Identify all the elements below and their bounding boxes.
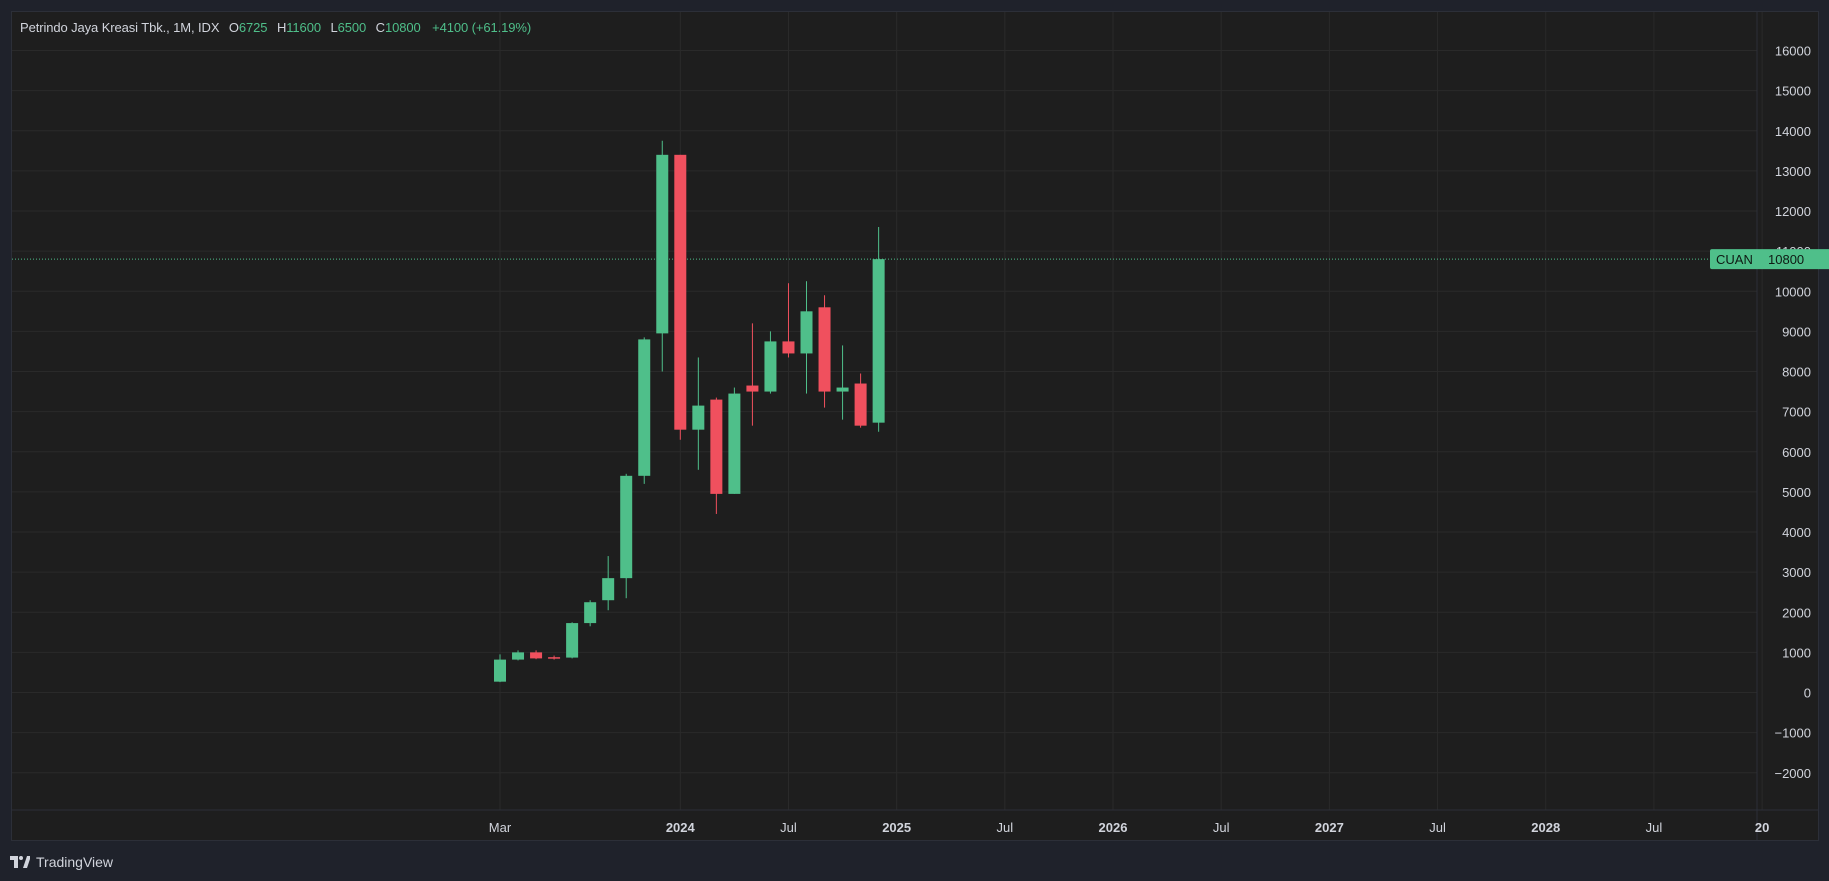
change-value: +4100 (+61.19%) bbox=[432, 20, 532, 35]
tradingview-brand[interactable]: TradingView bbox=[36, 854, 114, 870]
x-tick-label: Jul bbox=[1646, 820, 1663, 835]
candle[interactable] bbox=[584, 600, 597, 627]
low-value: 6500 bbox=[337, 20, 367, 35]
high-label: H bbox=[276, 20, 287, 35]
candle[interactable] bbox=[782, 283, 795, 358]
candle[interactable] bbox=[602, 556, 615, 611]
candle-body bbox=[566, 623, 579, 658]
low-label: L bbox=[330, 20, 338, 35]
candle[interactable] bbox=[764, 331, 777, 394]
y-tick-label: 10000 bbox=[1775, 284, 1811, 299]
candle-layer bbox=[494, 140, 885, 683]
candle[interactable] bbox=[656, 140, 669, 372]
y-tick-label: 14000 bbox=[1775, 124, 1811, 139]
x-tick-label: 2027 bbox=[1315, 820, 1344, 835]
y-tick-label: 5000 bbox=[1782, 485, 1811, 500]
candle-body bbox=[584, 602, 597, 624]
candlestick-chart[interactable]: 1600015000140001300012000110001000090008… bbox=[0, 0, 1829, 845]
candle[interactable] bbox=[728, 387, 741, 494]
candle-body bbox=[818, 307, 831, 392]
x-tick-label: Jul bbox=[1213, 820, 1230, 835]
tradingview-logo-icon[interactable] bbox=[10, 855, 30, 869]
x-tick-label: 20 bbox=[1755, 820, 1769, 835]
candle[interactable] bbox=[872, 227, 885, 432]
candle-body bbox=[602, 578, 615, 601]
candle-body bbox=[530, 652, 543, 659]
y-tick-label: 0 bbox=[1804, 686, 1811, 701]
candle[interactable] bbox=[530, 650, 543, 660]
candle[interactable] bbox=[854, 373, 867, 428]
candle-body bbox=[710, 399, 723, 494]
candle-body bbox=[836, 387, 849, 392]
candle-body bbox=[854, 383, 867, 426]
price-axis[interactable]: 1600015000140001300012000110001000090008… bbox=[1774, 44, 1811, 781]
candle[interactable] bbox=[566, 622, 579, 659]
high-value: 11600 bbox=[286, 20, 321, 35]
y-tick-label: 12000 bbox=[1775, 204, 1811, 219]
candle[interactable] bbox=[710, 397, 723, 514]
x-tick-label: Jul bbox=[1429, 820, 1446, 835]
open-label: O bbox=[228, 20, 239, 35]
price-tag-value: 10800 bbox=[1768, 252, 1804, 267]
footer[interactable]: TradingView bbox=[10, 851, 113, 873]
candle[interactable] bbox=[512, 650, 525, 661]
candle-body bbox=[494, 659, 506, 682]
candle-body bbox=[656, 154, 669, 334]
x-tick-label: Mar bbox=[489, 820, 512, 835]
y-tick-label: 3000 bbox=[1782, 565, 1811, 580]
candle[interactable] bbox=[638, 337, 651, 484]
y-tick-label: 8000 bbox=[1782, 365, 1811, 380]
candle-body bbox=[548, 657, 561, 659]
y-tick-label: 16000 bbox=[1775, 44, 1811, 59]
x-tick-label: 2026 bbox=[1099, 820, 1128, 835]
close-value: 10800 bbox=[384, 20, 421, 35]
x-tick-label: 2028 bbox=[1531, 820, 1560, 835]
y-tick-label: 9000 bbox=[1782, 324, 1811, 339]
candle[interactable] bbox=[494, 654, 506, 683]
y-tick-label: 4000 bbox=[1782, 525, 1811, 540]
y-tick-label: 7000 bbox=[1782, 405, 1811, 420]
candle[interactable] bbox=[620, 473, 633, 599]
candle[interactable] bbox=[818, 295, 831, 408]
candle-body bbox=[512, 652, 525, 660]
y-tick-label: 2000 bbox=[1782, 605, 1811, 620]
symbol-legend[interactable]: Petrindo Jaya Kreasi Tbk., 1M, IDX O6725… bbox=[20, 20, 531, 35]
grid-layer bbox=[12, 12, 1763, 810]
candle-body bbox=[746, 385, 759, 392]
candle-body bbox=[782, 341, 795, 354]
candle[interactable] bbox=[836, 345, 849, 420]
y-tick-label: −1000 bbox=[1774, 726, 1811, 741]
candle[interactable] bbox=[800, 281, 813, 394]
open-value: 6725 bbox=[238, 20, 268, 35]
y-tick-label: 13000 bbox=[1775, 164, 1811, 179]
candle-body bbox=[692, 405, 705, 430]
candle-body bbox=[620, 475, 633, 579]
candle-body bbox=[674, 154, 687, 430]
x-tick-label: 2025 bbox=[882, 820, 911, 835]
symbol-name[interactable]: Petrindo Jaya Kreasi Tbk., 1M, IDX bbox=[20, 20, 220, 35]
y-tick-label: 15000 bbox=[1775, 84, 1811, 99]
y-tick-label: 1000 bbox=[1782, 645, 1811, 660]
close-label: C bbox=[375, 20, 385, 35]
price-tag-ticker: CUAN bbox=[1716, 252, 1753, 267]
y-tick-label: −2000 bbox=[1774, 766, 1811, 781]
candle[interactable] bbox=[674, 154, 687, 440]
chart-frame bbox=[11, 11, 1819, 841]
x-tick-label: 2024 bbox=[666, 820, 696, 835]
x-tick-label: Jul bbox=[780, 820, 797, 835]
y-tick-label: 6000 bbox=[1782, 445, 1811, 460]
candle-body bbox=[638, 339, 651, 476]
candle[interactable] bbox=[746, 323, 759, 426]
last-price-tag: CUAN 10800 bbox=[1710, 249, 1829, 270]
x-tick-label: Jul bbox=[997, 820, 1014, 835]
candle[interactable] bbox=[548, 655, 561, 660]
candle-body bbox=[728, 393, 741, 494]
candle-body bbox=[800, 311, 813, 354]
time-axis[interactable]: Mar 2024 Jul 2025 Jul 2026 Jul 2027 Jul 2028 Jul 20 bbox=[489, 820, 1770, 835]
candle[interactable] bbox=[692, 357, 705, 470]
candle-body bbox=[764, 341, 777, 392]
candle-body bbox=[872, 259, 885, 423]
